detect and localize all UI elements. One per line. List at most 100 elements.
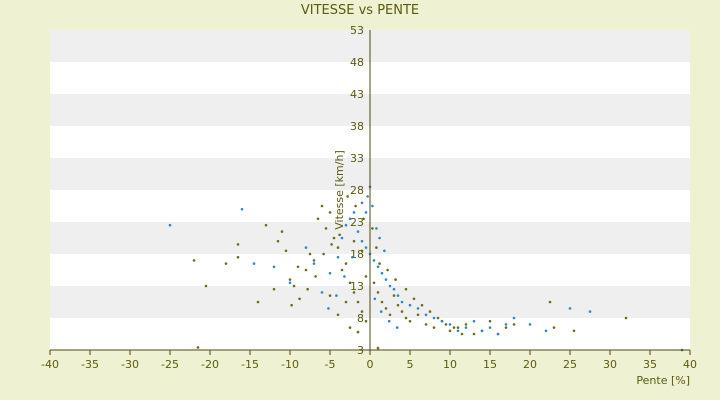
scatter-point [272,265,276,269]
scatter-point [572,329,576,333]
scatter-point [276,239,280,243]
y-tick-label: 23 [350,216,364,229]
scatter-point [360,201,364,205]
x-tick-label: -25 [161,358,179,371]
scatter-point [400,300,404,304]
scatter-point [378,236,381,240]
scatter-point [335,294,338,297]
scatter-point [416,313,420,317]
scatter-point [372,281,376,285]
scatter-point [290,303,293,307]
scatter-point [444,323,448,326]
scatter-point [472,319,476,323]
scatter-point [192,259,196,262]
y-tick-label: 53 [350,24,364,37]
scatter-point [373,297,377,301]
scatter-point [371,227,374,230]
scatter-point [344,262,348,265]
scatter-point [432,316,436,320]
scatter-point [448,329,452,333]
scatter-point [488,319,492,323]
scatter-point [386,268,389,272]
scatter-point [336,246,340,249]
scatter-point [375,227,378,230]
x-tick-label: 30 [603,358,617,371]
scatter-point [328,294,332,297]
scatter-point [332,236,336,240]
scatter-point [352,291,356,294]
scatter-point [316,217,320,221]
scatter-point [288,278,292,281]
scatter-point [364,319,368,323]
scatter-point [568,307,572,310]
x-tick-label: -30 [121,358,139,371]
scatter-point [196,346,200,349]
scatter-point [460,332,464,336]
scatter-point [396,294,400,297]
scatter-point [224,262,228,265]
scatter-point [354,204,357,208]
y-tick-label: 38 [350,120,364,133]
scatter-point [366,195,369,198]
scatter-point [504,323,508,326]
x-tick-label: -15 [241,358,259,371]
scatter-point [344,300,348,304]
scatter-point [376,346,380,350]
x-tick-label: 0 [367,358,374,371]
scatter-point [320,204,324,208]
scatter-point [452,326,456,329]
scatter-point [168,223,172,227]
chart-title: VITESSE vs PENTE [301,3,419,18]
scatter-point [384,278,388,281]
scatter-point [376,265,380,269]
scatter-point [380,300,384,304]
scatter-point [448,323,452,326]
y-tick-label: 8 [357,312,364,325]
x-tick-label: 20 [523,358,537,371]
scatter-point [504,326,508,329]
scatter-point [364,211,368,214]
scatter-point [348,326,352,329]
scatter-point [404,287,408,291]
scatter-point [378,262,381,265]
scatter-point [436,316,440,320]
x-tick-label: -10 [281,358,299,371]
scatter-point [456,326,460,329]
scatter-point [304,246,308,249]
x-tick-label: -35 [81,358,99,371]
scatter-point [456,329,460,333]
scatter-point [256,300,260,304]
scatter-point [404,316,408,320]
x-tick-label: -40 [41,358,59,371]
x-tick-label: 35 [643,358,657,371]
scatter-point [308,252,312,256]
scatter-point [306,287,309,291]
scatter-point [428,310,432,313]
scatter-point [312,262,316,265]
scatter-point [388,284,392,288]
scatter-point [416,307,420,310]
scatter-point [312,259,316,262]
scatter-point [384,307,388,310]
scatter-point [352,239,356,243]
x-tick-label: 15 [483,358,497,371]
scatter-point [252,262,256,265]
x-tick-label: 25 [563,358,577,371]
scatter-point [343,275,346,278]
scatter-point [344,223,348,227]
scatter-point [388,313,392,317]
y-tick-label: 28 [350,184,364,197]
scatter-point [336,255,340,259]
scatter-point [392,287,396,291]
scatter-point [360,239,364,243]
y-tick-label: 48 [350,56,364,69]
scatter-point [348,217,352,221]
scatter-point [472,332,476,336]
scatter-point [264,223,268,227]
scatter-point [488,326,492,329]
scatter-point [424,323,428,326]
scatter-point [280,230,284,233]
scatter-point [396,303,400,307]
scatter-point [552,326,556,329]
